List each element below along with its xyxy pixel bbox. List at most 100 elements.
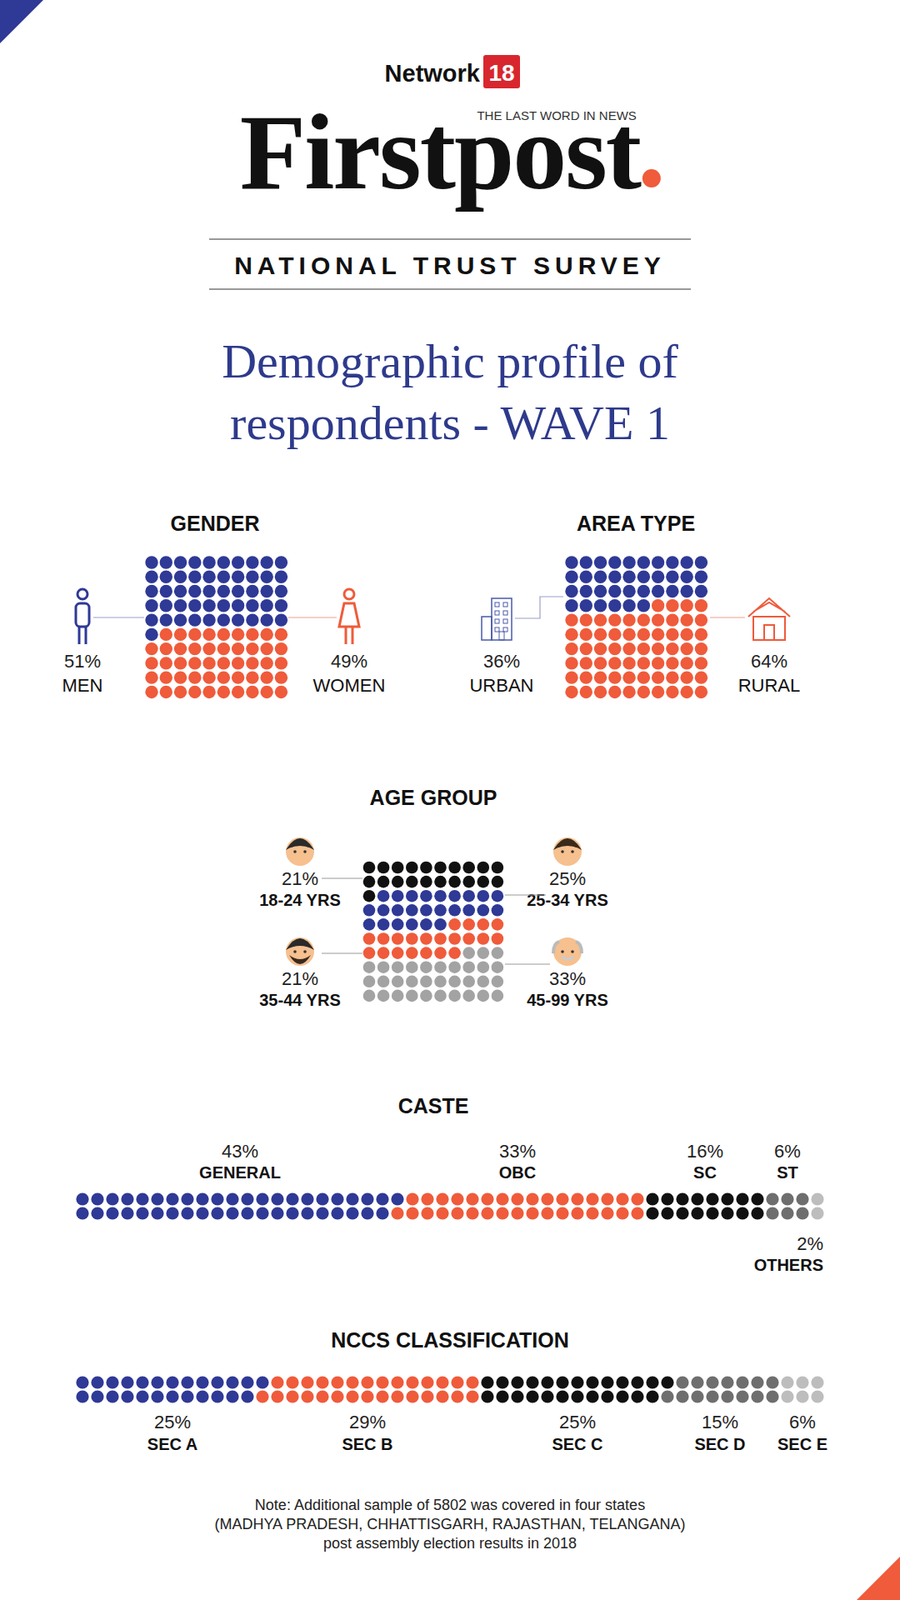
waffle-dot	[231, 585, 245, 598]
icon-building	[503, 610, 508, 615]
waffle-dot	[690, 1375, 704, 1389]
value-label: 33%	[549, 968, 586, 990]
waffle-dot	[580, 628, 593, 641]
page: Network18FirstpostTHE LAST WORD IN NEWSN…	[0, 0, 900, 1600]
icon-face	[553, 837, 582, 866]
waffle-dot	[390, 1206, 404, 1220]
waffle-dot	[275, 670, 288, 684]
corner-bottom-right	[856, 1556, 900, 1600]
waffle-dot	[150, 1375, 164, 1389]
waffle-dot	[135, 1375, 149, 1389]
waffle-dot	[750, 1192, 764, 1205]
waffle-dot	[391, 975, 405, 989]
category-label: GENERAL	[199, 1163, 281, 1182]
waffle-dot	[525, 1390, 539, 1403]
waffle-dot	[330, 1206, 344, 1220]
leader-line	[710, 616, 745, 618]
waffle-dot	[720, 1192, 734, 1205]
network-badge	[483, 55, 520, 89]
waffle-dot	[608, 685, 621, 699]
waffle-dot	[594, 555, 607, 569]
waffle-dot	[363, 890, 376, 903]
waffle-dot	[260, 670, 273, 684]
waffle-dot	[680, 613, 693, 626]
waffle-dot	[255, 1192, 269, 1205]
waffle-dot	[260, 570, 273, 584]
leader-line	[321, 877, 363, 879]
waffle-dot	[420, 918, 433, 931]
icon-building	[495, 610, 500, 615]
waffle-dot	[580, 585, 593, 598]
waffle-dot	[202, 656, 215, 670]
icon-face	[570, 950, 575, 954]
waffle-dot	[245, 585, 259, 598]
waffle-dot	[375, 1192, 389, 1205]
leader-line	[515, 596, 564, 619]
icon-face	[561, 956, 574, 960]
waffle-dot	[391, 890, 405, 903]
waffle-dot	[405, 875, 419, 889]
waffle-dot	[377, 861, 390, 875]
waffle-dot	[608, 628, 621, 641]
brand: Firstpost	[240, 91, 642, 212]
waffle-dot	[637, 656, 650, 670]
waffle-dot	[345, 1192, 359, 1205]
waffle-dot	[405, 1192, 419, 1205]
waffle-dot	[435, 1206, 449, 1220]
waffle-dot	[695, 599, 708, 612]
waffle-dot	[645, 1206, 659, 1220]
icon-face	[289, 955, 311, 965]
waffle-dot	[675, 1390, 689, 1403]
icon-face	[570, 850, 575, 854]
waffle-dot	[570, 1390, 584, 1403]
waffle-dot	[217, 570, 230, 584]
waffle-dot	[363, 946, 376, 960]
waffle-dot	[735, 1206, 749, 1220]
waffle-dot	[600, 1390, 614, 1403]
waffle-dot	[377, 875, 390, 889]
waffle-dot	[188, 670, 201, 684]
waffle-dot	[391, 861, 405, 875]
waffle-dot	[420, 1206, 434, 1220]
waffle-dot	[174, 656, 187, 670]
value-label: 21%	[281, 868, 319, 890]
waffle-dot	[491, 890, 505, 903]
waffle-dot	[651, 555, 665, 569]
network-wordmark: Network	[385, 60, 481, 87]
waffle-dot	[810, 1192, 824, 1205]
waffle-dot	[665, 685, 679, 699]
chart-title: AGE GROUP	[370, 785, 498, 810]
waffle-dot	[420, 861, 433, 875]
waffle-dot	[225, 1375, 239, 1389]
waffle-dot	[75, 1375, 89, 1389]
waffle-dot	[480, 1375, 494, 1389]
waffle-dot	[448, 990, 461, 1003]
waffle-dot	[594, 628, 607, 641]
icon-face	[285, 938, 315, 950]
waffle-dot	[680, 570, 693, 584]
waffle-dot	[705, 1375, 719, 1389]
waffle-dot	[491, 946, 505, 960]
waffle-dot	[594, 599, 607, 612]
survey-name: NATIONAL TRUST SURVEY	[234, 251, 666, 280]
waffle-dot	[405, 890, 419, 903]
waffle-dot	[165, 1192, 179, 1205]
waffle-dots	[75, 1192, 824, 1220]
waffle-dot	[448, 861, 461, 875]
waffle-dot	[608, 599, 621, 612]
waffle-dot	[145, 555, 158, 569]
waffle-dot	[565, 670, 578, 684]
category-label: RURAL	[738, 675, 801, 696]
waffle-dot	[680, 555, 693, 569]
waffle-dot	[231, 613, 245, 626]
waffle-dot	[780, 1375, 794, 1389]
waffle-dot	[420, 1375, 434, 1389]
waffle-dot	[705, 1206, 719, 1220]
waffle-dot	[231, 656, 245, 670]
waffle-dot	[462, 875, 475, 889]
category-label: SEC B	[341, 1435, 393, 1454]
waffle-dot	[174, 599, 187, 612]
page-title: Demographic profile of	[221, 334, 679, 389]
waffle-dot	[260, 656, 273, 670]
waffle-dot	[195, 1206, 209, 1220]
